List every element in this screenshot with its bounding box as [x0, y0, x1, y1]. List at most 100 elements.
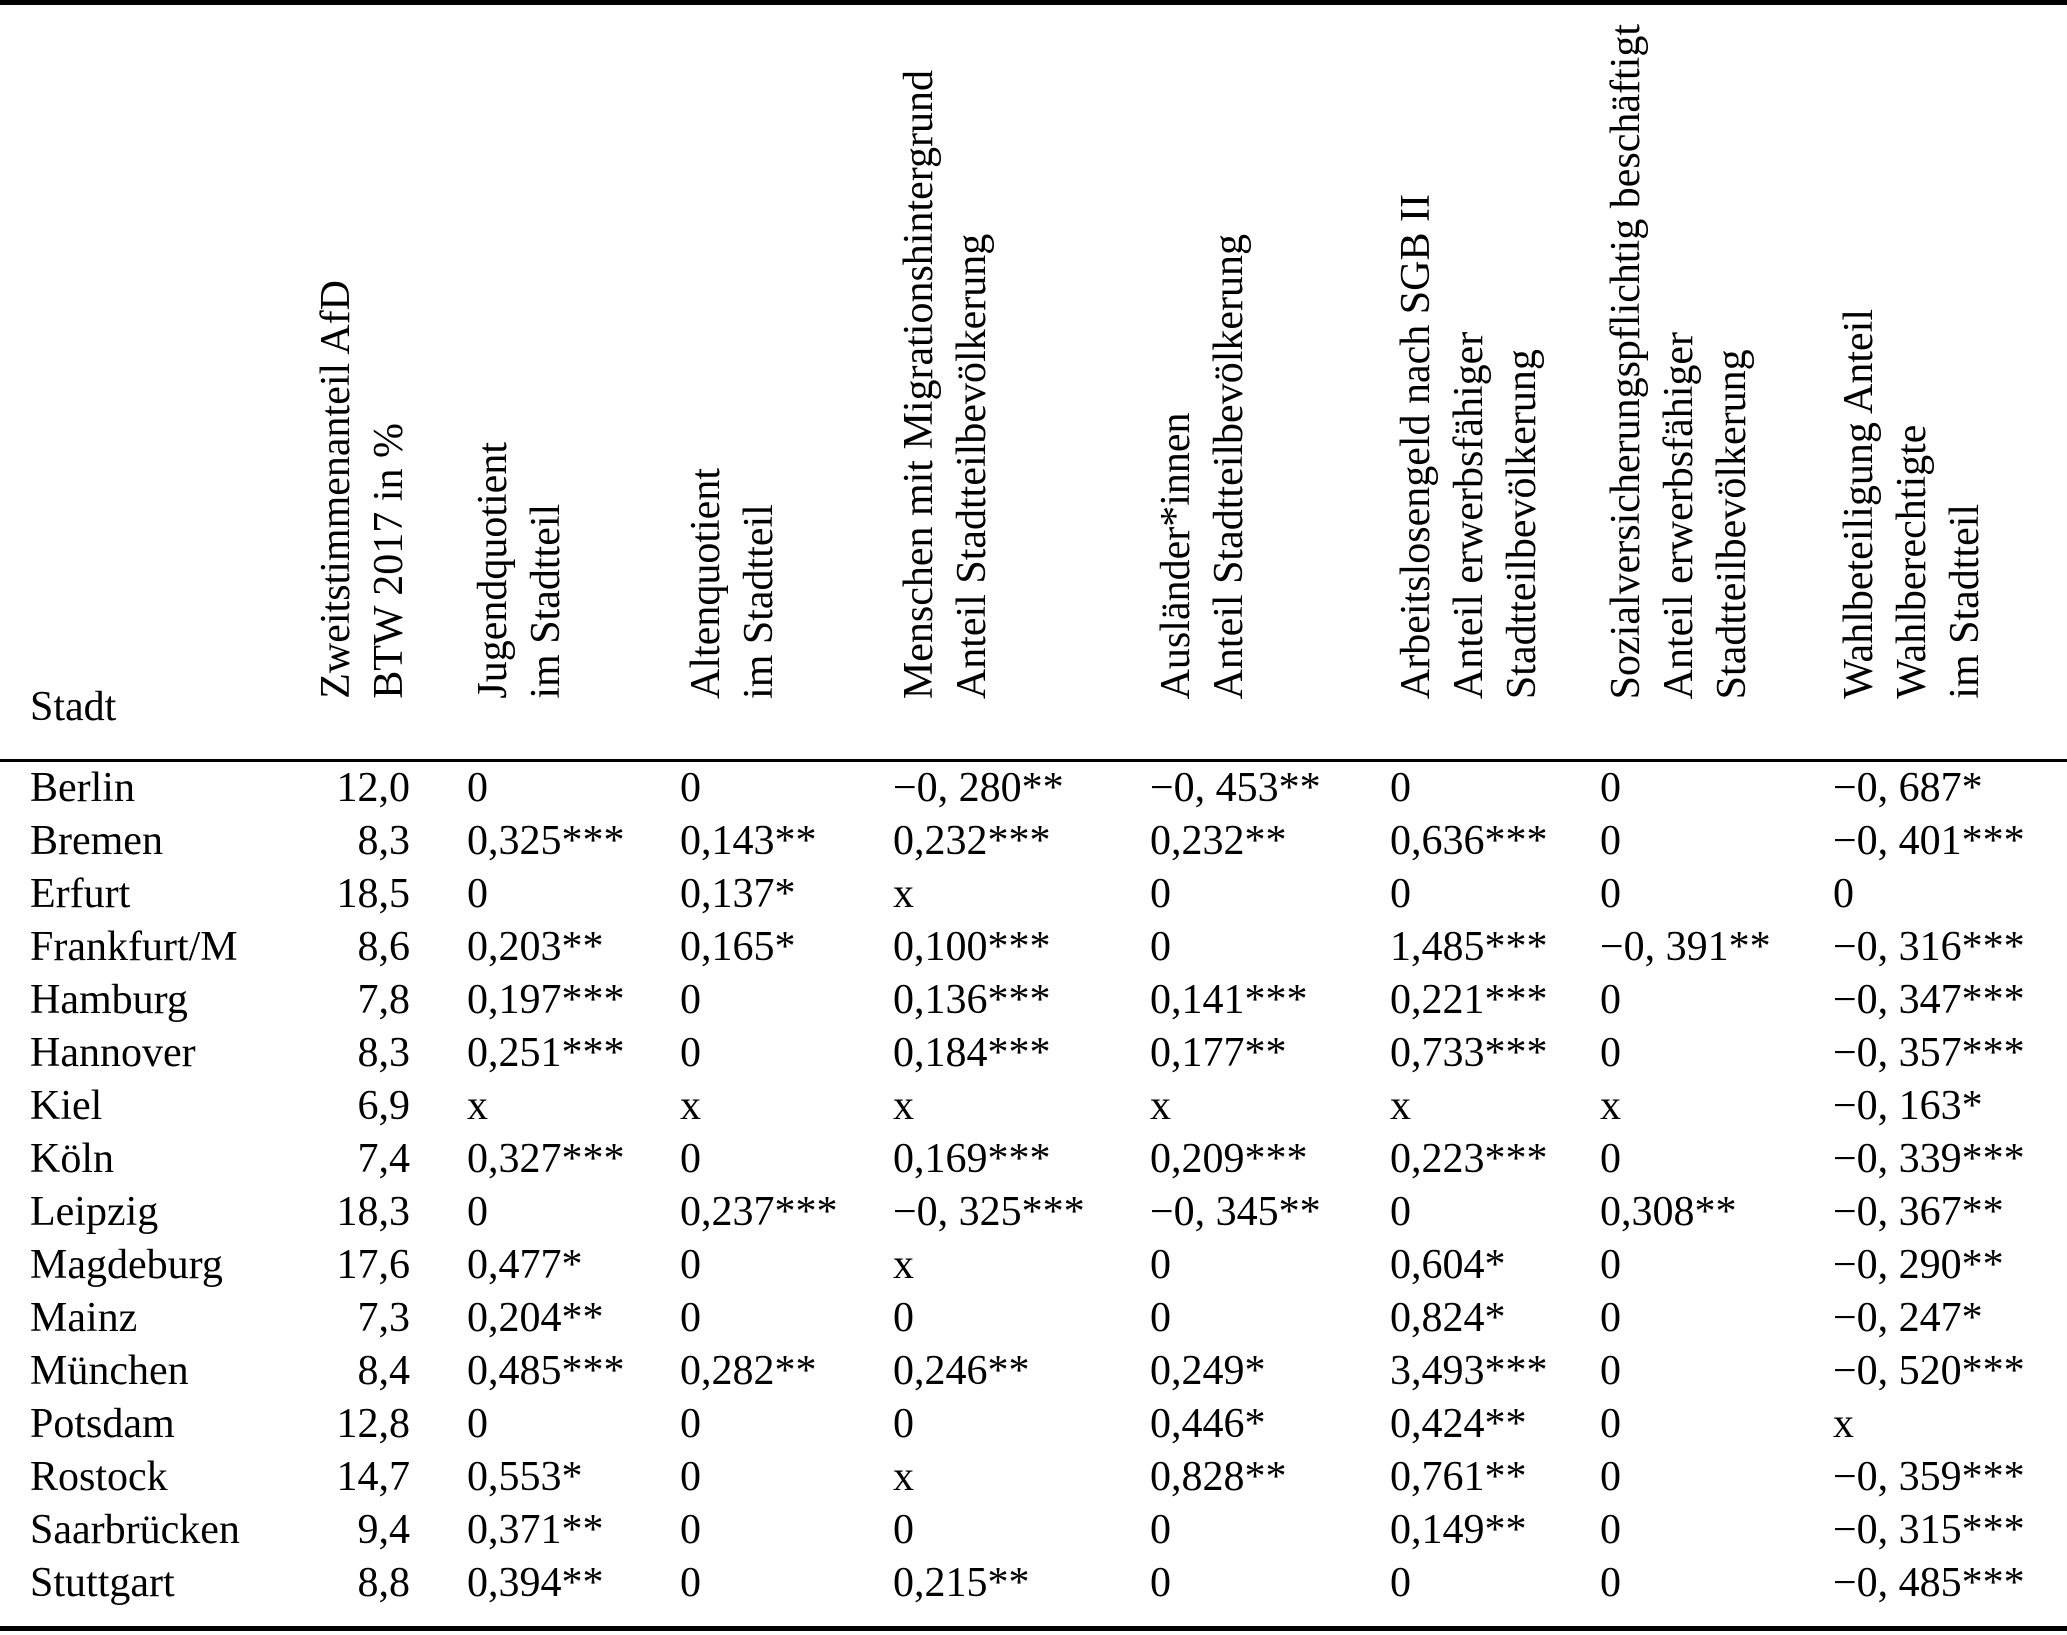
cell-sgb2: 0,223*** [1390, 1136, 1548, 1182]
cell-sozialversicherung: 0 [1600, 977, 1621, 1023]
cell-jugendquotient: 0,477* [467, 1242, 583, 1288]
cell-jugendquotient: 0,251*** [467, 1030, 625, 1076]
cell-afd_zweitstimmen: 7,3 [357, 1295, 411, 1341]
cell-sozialversicherung: 0 [1600, 1295, 1621, 1341]
cell-wahlbeteiligung: −0, 485*** [1833, 1560, 2025, 1606]
cell-auslaender: −0, 453** [1150, 765, 1321, 811]
cell-afd_zweitstimmen: 18,3 [336, 1189, 411, 1235]
cell-migrationshintergrund: 0 [893, 1401, 914, 1447]
cell-migrationshintergrund: 0,136*** [893, 977, 1051, 1023]
cell-wahlbeteiligung: −0, 357*** [1833, 1030, 2025, 1076]
table-row: Rostock 14,7 0,553* 0 x 0,828** 0,761** 0 −0, 35… [0, 1451, 2067, 1504]
cell-afd_zweitstimmen: 18,5 [336, 871, 411, 917]
cell-migrationshintergrund: x [893, 1454, 914, 1500]
cell-auslaender: −0, 345** [1150, 1189, 1321, 1235]
cell-sgb2: 0,149** [1390, 1507, 1527, 1553]
cell-stadt: Rostock [30, 1454, 168, 1500]
cell-jugendquotient: 0 [467, 765, 488, 811]
column-header-label: Wahlbeteiligung Anteil Wahlberechtigte i… [1836, 309, 1988, 699]
cell-auslaender: 0 [1150, 871, 1171, 917]
cell-afd_zweitstimmen: 7,8 [357, 977, 411, 1023]
cell-sozialversicherung: 0,308** [1600, 1189, 1737, 1235]
cell-sozialversicherung: 0 [1600, 871, 1621, 917]
table-row: Leipzig 18,3 0 0,237*** −0, 325*** −0, 345** 0… [0, 1186, 2067, 1239]
cell-migrationshintergrund: x [893, 1083, 914, 1129]
cell-migrationshintergrund: 0 [893, 1295, 914, 1341]
cell-sozialversicherung: 0 [1600, 1030, 1621, 1076]
column-header-sozialversicherung: Sozialversicherungspflichtig beschäftigt… [1600, 3, 1833, 761]
cell-wahlbeteiligung: −0, 339*** [1833, 1136, 2025, 1182]
cell-sozialversicherung: 0 [1600, 1454, 1621, 1500]
table-body: Berlin 12,0 0 0 −0, 280** −0, 453** 0 0 −0, 687*… [0, 761, 2067, 1629]
column-header-auslaender: Ausländer*innen Anteil Stadtteilbevölker… [1150, 3, 1390, 761]
cell-afd_zweitstimmen: 12,8 [336, 1401, 411, 1447]
cell-stadt: Kiel [30, 1083, 103, 1129]
cell-wahlbeteiligung: x [1833, 1401, 1854, 1447]
cell-auslaender: 0,249* [1150, 1348, 1266, 1394]
cell-migrationshintergrund: x [893, 871, 914, 917]
cell-jugendquotient: 0,553* [467, 1454, 583, 1500]
cell-jugendquotient: 0,197*** [467, 977, 625, 1023]
cell-sozialversicherung: 0 [1600, 1401, 1621, 1447]
cell-sgb2: 3,493*** [1390, 1348, 1548, 1394]
cell-wahlbeteiligung: 0 [1833, 871, 1854, 917]
cell-auslaender: 0 [1150, 924, 1171, 970]
cell-jugendquotient: 0 [467, 1189, 488, 1235]
column-header-label: Altenquotient im Stadtteil [683, 468, 782, 699]
cell-jugendquotient: 0,371** [467, 1507, 604, 1553]
table-row: Berlin 12,0 0 0 −0, 280** −0, 453** 0 0 −0, 687* [0, 761, 2067, 816]
cell-afd_zweitstimmen: 9,4 [357, 1507, 411, 1553]
cell-altenquotient: 0,137* [680, 871, 796, 917]
cell-afd_zweitstimmen: 6,9 [357, 1083, 411, 1129]
cell-stadt: Bremen [30, 818, 163, 864]
cell-wahlbeteiligung: −0, 290** [1833, 1242, 2004, 1288]
table-row: Frankfurt/M 8,6 0,203** 0,165* 0,100*** 0 1,48… [0, 921, 2067, 974]
cell-stadt: Köln [30, 1136, 114, 1182]
cell-altenquotient: 0 [680, 1295, 701, 1341]
cell-altenquotient: 0 [680, 1560, 701, 1606]
cell-wahlbeteiligung: −0, 401*** [1833, 818, 2025, 864]
column-header-label: Zweitstimmenanteil AfD BTW 2017 in % [313, 280, 412, 699]
cell-sgb2: 0,824* [1390, 1295, 1506, 1341]
table-row: Köln 7,4 0,327*** 0 0,169*** 0,209*** 0,223***… [0, 1133, 2067, 1186]
cell-migrationshintergrund: 0,184*** [893, 1030, 1051, 1076]
cell-stadt: Erfurt [30, 871, 131, 917]
cell-auslaender: 0,209*** [1150, 1136, 1308, 1182]
cell-wahlbeteiligung: −0, 247* [1833, 1295, 1983, 1341]
cell-auslaender: 0,232** [1150, 818, 1287, 864]
cell-auslaender: 0,141*** [1150, 977, 1308, 1023]
cell-stadt: Magdeburg [30, 1242, 223, 1288]
cell-sozialversicherung: 0 [1600, 818, 1621, 864]
column-header-stadt: Stadt [30, 684, 117, 730]
column-header-label: Ausländer*innen Anteil Stadtteilbevölker… [1153, 233, 1252, 699]
cell-wahlbeteiligung: −0, 347*** [1833, 977, 2025, 1023]
cell-sgb2: x [1390, 1083, 1411, 1129]
cell-sozialversicherung: 0 [1600, 1136, 1621, 1182]
cell-sozialversicherung: −0, 391** [1600, 924, 1771, 970]
table-row: Bremen 8,3 0,325*** 0,143** 0,232*** 0,232** 0… [0, 815, 2067, 868]
cell-auslaender: 0,177** [1150, 1030, 1287, 1076]
cell-stadt: Potsdam [30, 1401, 175, 1447]
table-row: Saarbrücken 9,4 0,371** 0 0 0 0,149** 0 −0, 315*… [0, 1504, 2067, 1557]
column-header-sgb2: Arbeitslosengeld nach SGB II Anteil erwe… [1390, 3, 1600, 761]
cell-altenquotient: 0 [680, 1030, 701, 1076]
column-header-jugendquotient: Jugendquotient im Stadtteil [415, 3, 680, 761]
cell-stadt: München [30, 1348, 189, 1394]
column-header-altenquotient: Altenquotient im Stadtteil [680, 3, 893, 761]
cell-sgb2: 0 [1390, 1560, 1411, 1606]
table-row: München 8,4 0,485*** 0,282** 0,246** 0,249* 3,… [0, 1345, 2067, 1398]
cell-migrationshintergrund: 0,169*** [893, 1136, 1051, 1182]
cell-auslaender: x [1150, 1083, 1171, 1129]
cell-altenquotient: 0,282** [680, 1348, 817, 1394]
cell-afd_zweitstimmen: 8,6 [357, 924, 411, 970]
cell-afd_zweitstimmen: 8,3 [357, 1030, 411, 1076]
cell-sozialversicherung: 0 [1600, 765, 1621, 811]
cell-altenquotient: 0,143** [680, 818, 817, 864]
cell-stadt: Frankfurt/M [30, 924, 238, 970]
cell-auslaender: 0,446* [1150, 1401, 1266, 1447]
cell-sgb2: 0,604* [1390, 1242, 1506, 1288]
cell-afd_zweitstimmen: 14,7 [336, 1454, 411, 1500]
cell-altenquotient: 0 [680, 1454, 701, 1500]
cell-altenquotient: 0 [680, 1242, 701, 1288]
